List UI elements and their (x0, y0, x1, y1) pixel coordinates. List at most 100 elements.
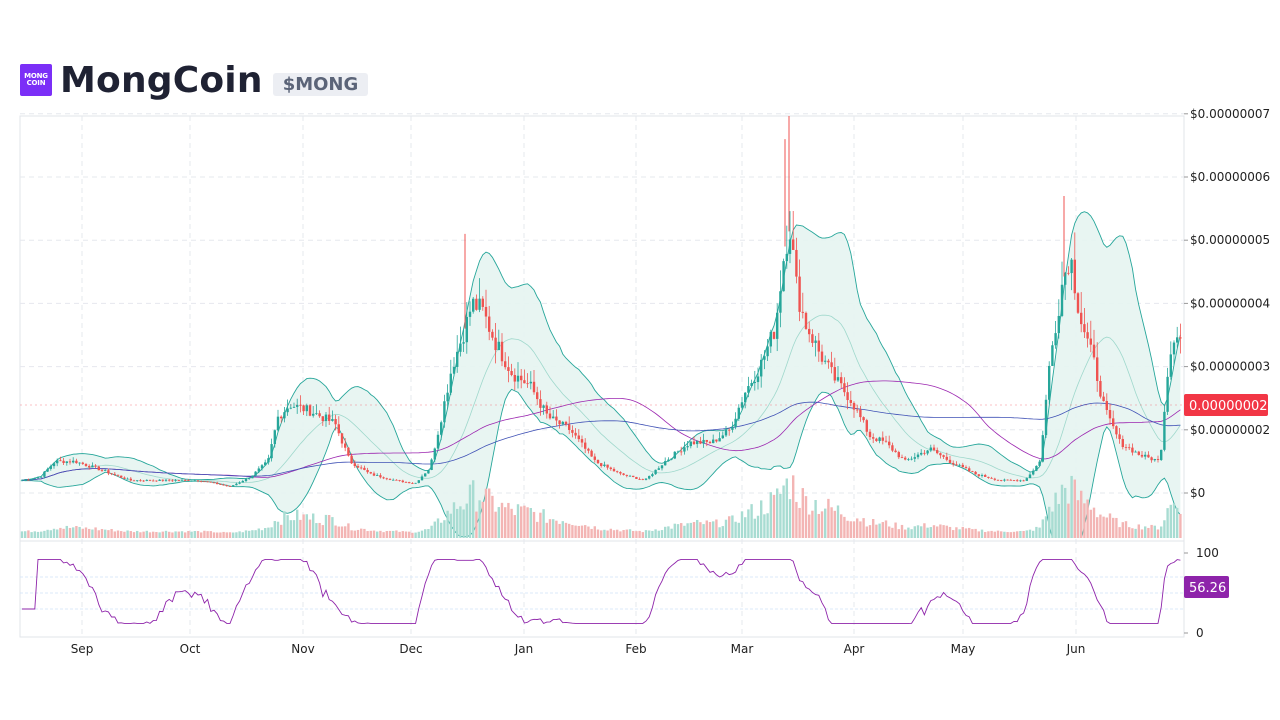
volume-bar (948, 526, 952, 538)
volume-bar (392, 530, 395, 538)
candle-body (1147, 454, 1150, 458)
volume-bar (980, 529, 984, 538)
volume-bar (776, 488, 779, 538)
logo-line-1: MONG (24, 72, 48, 80)
candle-body (78, 462, 81, 464)
volume-bar (993, 531, 996, 538)
candle-body (1137, 451, 1140, 455)
volume-bar (820, 511, 824, 538)
volume-bar (273, 521, 276, 538)
candle-body (203, 481, 206, 483)
candle-body (88, 465, 91, 468)
candle-body (27, 479, 30, 481)
candle-body (750, 383, 753, 387)
volume-bar (862, 518, 865, 538)
candle-body (315, 413, 318, 415)
candle-body (1048, 365, 1051, 400)
y-tick-label: $0.00000003 (1190, 360, 1270, 374)
candle-body (62, 460, 65, 464)
x-tick-label: Jun (1066, 642, 1086, 656)
volume-bar (561, 521, 564, 538)
volume-bar (1150, 524, 1153, 538)
volume-bar (904, 529, 907, 538)
candle-body (756, 376, 760, 383)
candle-body (465, 316, 468, 343)
volume-bar (702, 524, 705, 538)
candle-body (920, 452, 923, 455)
candle-body (270, 444, 273, 459)
volume-bar (817, 513, 820, 538)
volume-bar (920, 526, 923, 538)
candle-body (712, 439, 715, 444)
volume-bar (152, 531, 155, 538)
candle-body (865, 420, 868, 432)
volume-bar (769, 492, 772, 538)
volume-bar (321, 525, 324, 538)
candle-body (324, 414, 328, 422)
volume-bar (433, 521, 436, 538)
candle-body (638, 478, 641, 480)
candle-body (68, 461, 72, 463)
candle-body (561, 421, 564, 425)
volume-bar (606, 530, 609, 538)
candle-body (833, 367, 836, 381)
candle-body (516, 375, 520, 382)
volume-bar (1166, 508, 1169, 538)
x-tick-label: Dec (399, 642, 422, 656)
y-tick-label: $0.00000006 (1190, 170, 1270, 184)
volume-bar (696, 519, 699, 538)
volume-bar (65, 525, 68, 538)
candle-body (667, 459, 670, 462)
x-tick-label: Jan (514, 642, 534, 656)
volume-bar (232, 532, 235, 538)
candle-body (747, 386, 750, 393)
candle-body (446, 392, 449, 402)
volume-bar (552, 519, 555, 538)
candle-body (507, 367, 510, 371)
volume-bar (964, 528, 968, 538)
volume-bar (990, 530, 993, 538)
volume-bar (558, 523, 561, 538)
volume-bar (686, 523, 689, 538)
candle-body (164, 479, 168, 481)
candle-body (868, 431, 872, 438)
candle-body (606, 464, 609, 468)
volume-bar (219, 532, 222, 538)
candle-body (1035, 465, 1038, 471)
volume-bar (1156, 529, 1160, 538)
volume-bar (113, 531, 116, 538)
candle-body (648, 476, 651, 479)
volume-bar (440, 522, 443, 538)
volume-bar (248, 530, 251, 538)
candle-body (497, 341, 500, 351)
candle-body (366, 469, 369, 473)
volume-bar (1012, 531, 1016, 538)
candle-body (292, 406, 296, 408)
volume-bar (852, 521, 856, 538)
volume-bar (251, 530, 254, 538)
candle-body (961, 464, 964, 468)
candle-body (443, 401, 446, 423)
volume-bar (529, 507, 532, 538)
volume-bar (388, 530, 392, 538)
volume-bar (916, 525, 920, 538)
volume-bar (500, 502, 504, 538)
candle-body (305, 405, 308, 412)
candle-body (385, 478, 388, 480)
volume-bar (609, 528, 612, 538)
volume-bar (283, 511, 286, 538)
x-tick-label: Sep (71, 642, 94, 656)
volume-bar (1121, 522, 1124, 538)
volume-bar (683, 525, 686, 538)
y-tick-label: $0.00000007 (1190, 107, 1270, 121)
volume-bar (49, 530, 52, 538)
volume-bar (644, 530, 648, 538)
candle-body (737, 407, 740, 419)
candle-body (456, 351, 459, 367)
candle-body (545, 405, 548, 414)
candle-body (1140, 454, 1144, 457)
volume-bar (660, 530, 664, 538)
candle-body (376, 475, 379, 476)
candle-body (363, 467, 366, 470)
